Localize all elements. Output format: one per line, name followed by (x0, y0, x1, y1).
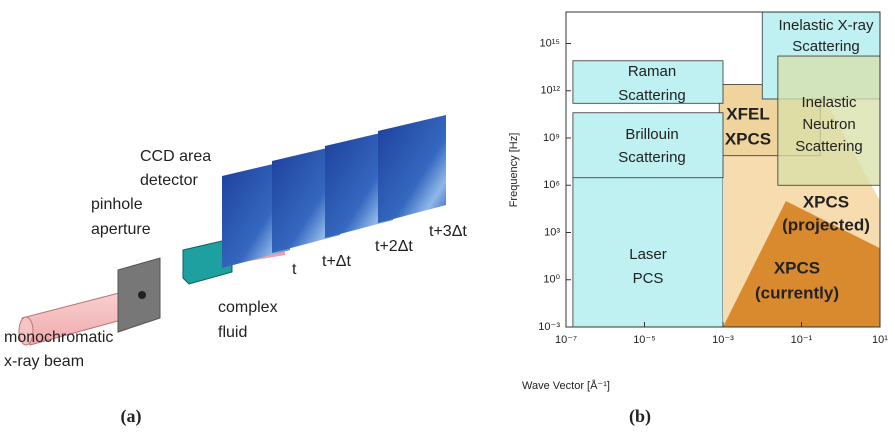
region-label: (currently) (755, 283, 839, 302)
detector (325, 130, 393, 238)
y-tick-label: 10¹² (540, 85, 560, 97)
label: fluid (218, 324, 247, 341)
label: t (292, 261, 297, 278)
region-label: (projected) (782, 215, 870, 234)
y-tick-label: 10¹⁵ (540, 37, 560, 49)
region-label: Inelastic (801, 94, 857, 111)
region (723, 201, 880, 327)
region-label: Scattering (618, 87, 686, 104)
region-label: Brillouin (625, 126, 678, 143)
label: aperture (91, 221, 151, 238)
label: t+2Δt (375, 238, 413, 255)
y-tick-label: 10⁻³ (538, 321, 560, 333)
pinhole (138, 291, 146, 299)
detector (378, 115, 446, 223)
caption: (a) (121, 406, 142, 427)
label: monochromatic (4, 329, 113, 346)
region (572, 60, 724, 104)
label: pinhole (91, 196, 143, 213)
detector (272, 145, 340, 253)
x-tick-label: 10⁻⁵ (633, 334, 656, 346)
region-label: Scattering (795, 138, 863, 155)
region-label: XFEL (726, 104, 769, 123)
region-label: Laser (629, 246, 667, 263)
region-label: XPCS (725, 129, 771, 148)
label: t+3Δt (429, 223, 467, 240)
y-axis-label: Frequency [Hz] (508, 133, 520, 208)
region-label: XPCS (774, 258, 820, 277)
region-label: Scattering (792, 38, 860, 55)
y-tick-label: 10³ (544, 226, 560, 238)
x-tick-label: 10⁻⁷ (555, 334, 577, 346)
x-tick-label: 10⁻³ (712, 334, 734, 346)
label: x-ray beam (4, 353, 84, 370)
region (572, 112, 724, 179)
region-label: PCS (633, 270, 664, 287)
caption: (b) (629, 406, 651, 427)
region-label: Neutron (802, 116, 855, 133)
region-label: Scattering (618, 149, 686, 166)
label: complex (218, 299, 278, 316)
y-tick-label: 10⁰ (543, 274, 560, 286)
x-tick-label: 10⁻¹ (791, 334, 813, 346)
region-label: XPCS (803, 192, 849, 211)
y-tick-label: 10⁹ (543, 132, 560, 144)
region-label: Raman (628, 63, 676, 80)
region (777, 55, 881, 186)
diagram: CCD area detector pinhole aperture monoc… (4, 115, 467, 370)
x-axis-label: Wave Vector [Å⁻¹] (522, 379, 610, 392)
region-label: Inelastic X-ray (778, 17, 874, 34)
x-tick-label: 10¹ (872, 334, 888, 346)
label: t+Δt (322, 253, 351, 270)
beam-end (18, 316, 34, 346)
label: detector (140, 172, 198, 189)
label: CCD area (140, 148, 211, 165)
y-tick-label: 10⁶ (543, 179, 560, 191)
chart: Laser PCS XPCS (projected) XPCS (currently) XF… (538, 11, 888, 346)
